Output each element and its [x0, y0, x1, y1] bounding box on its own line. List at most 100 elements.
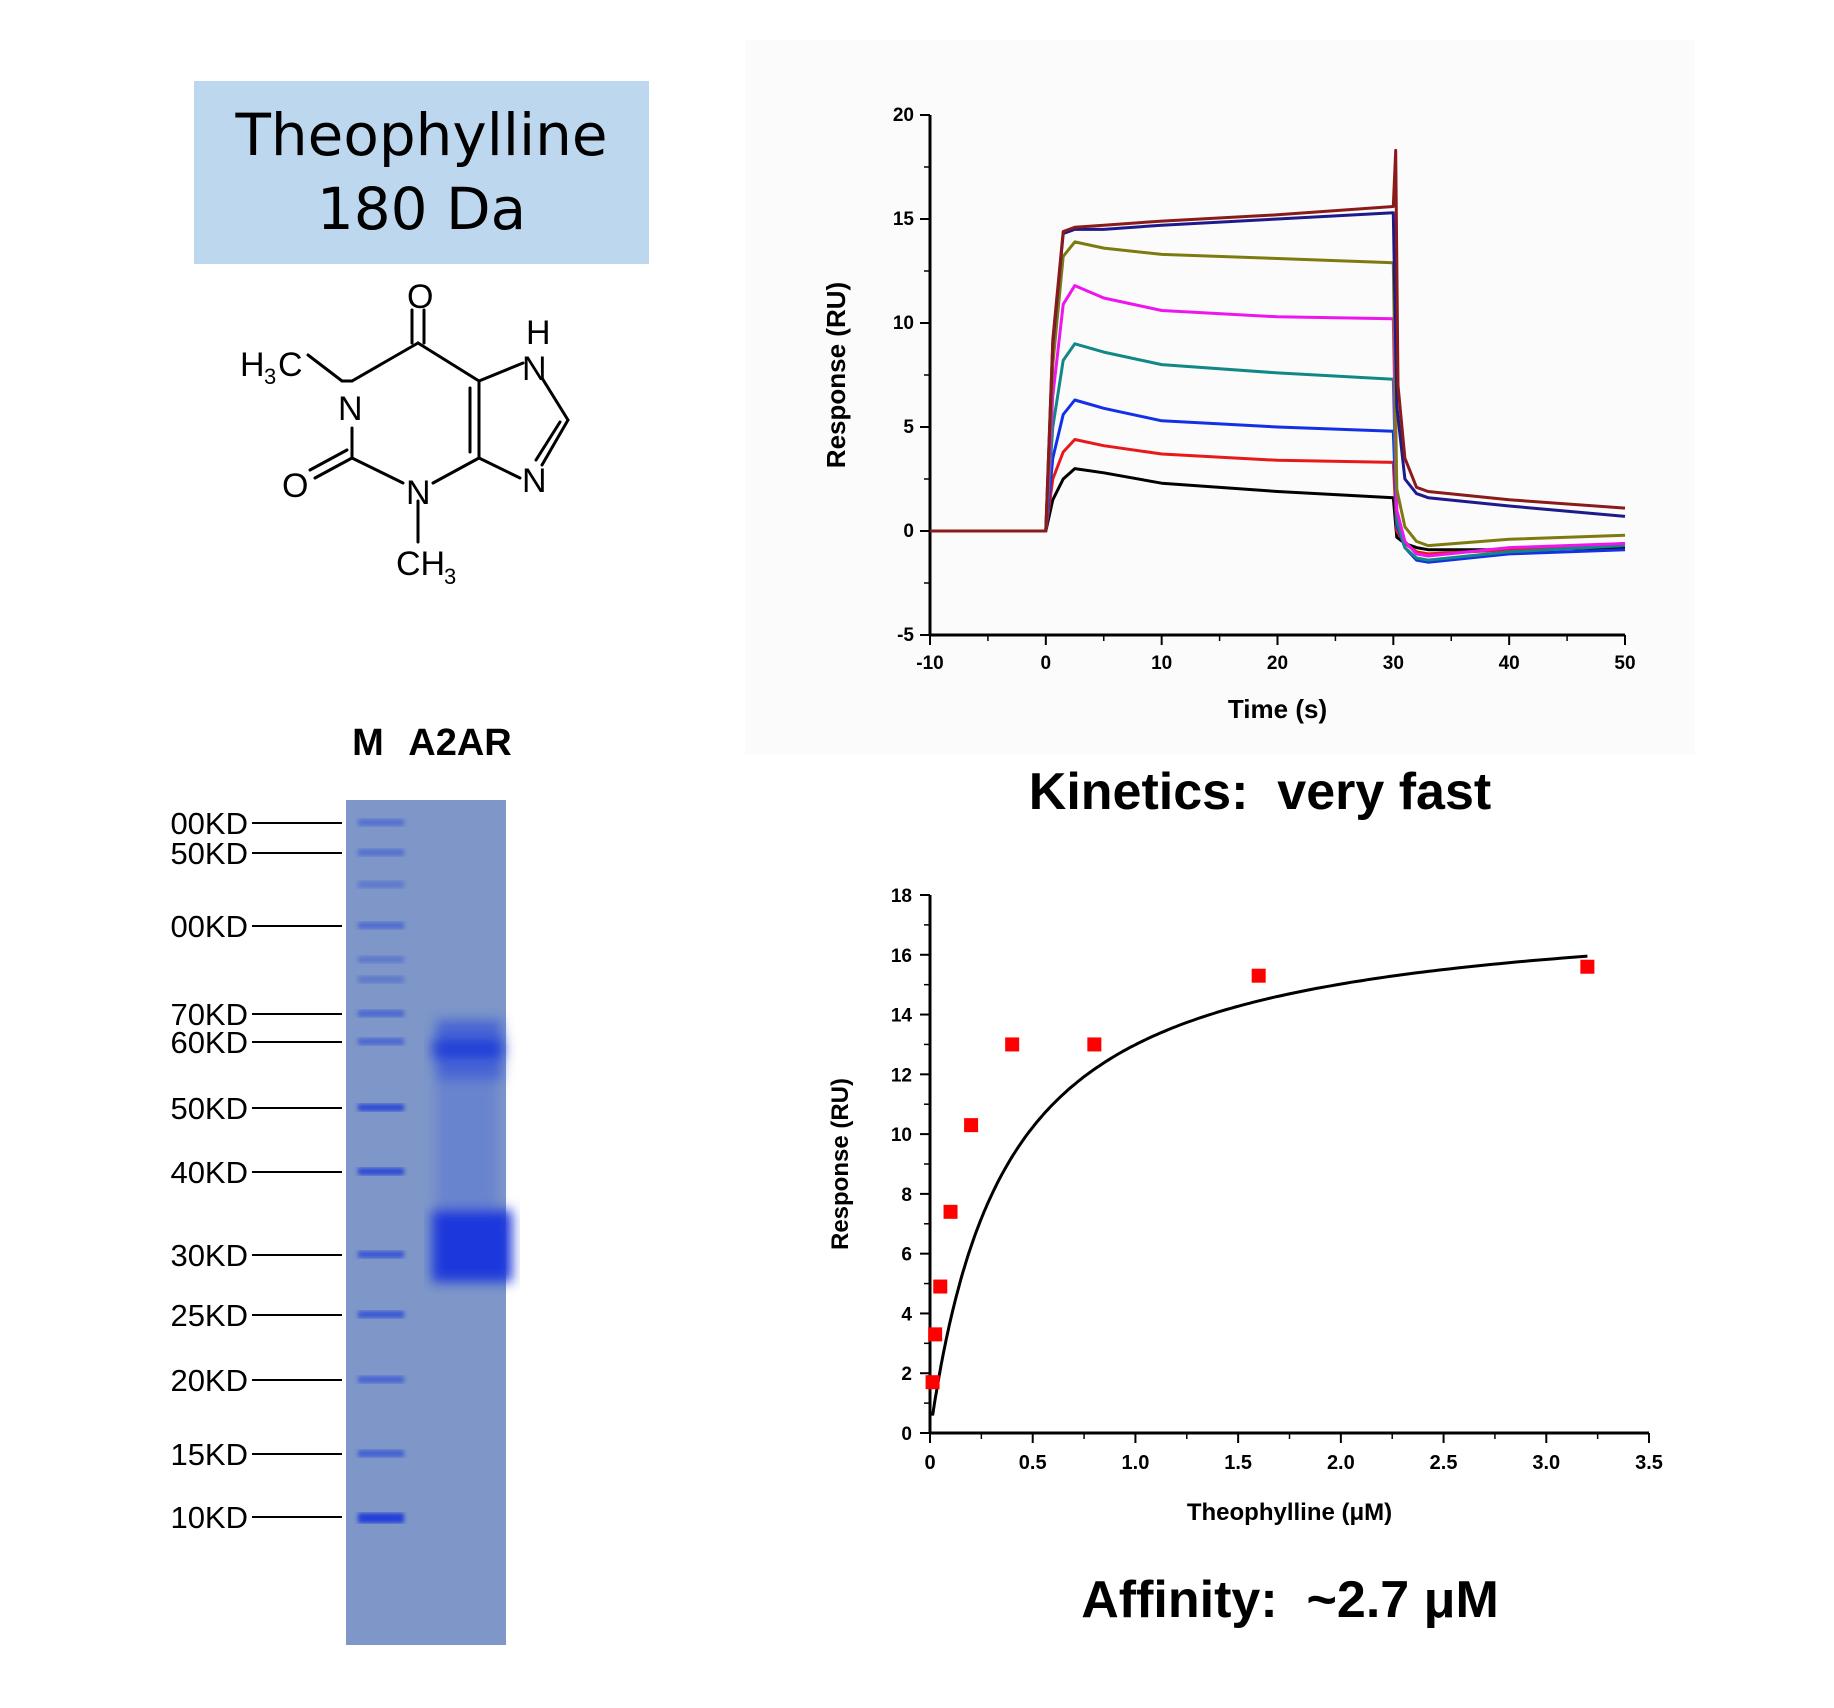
y-tick-label: 20 [893, 105, 914, 126]
y-tick-label: 10 [891, 1125, 912, 1146]
marker-label: 10KD [170, 1500, 248, 1535]
methyl-top-subscript: 3 [264, 364, 276, 389]
lane-label-a2ar: A2AR [408, 722, 511, 764]
kinetics-series-2 [930, 438, 1626, 556]
x-tick-label: 3.5 [1635, 1452, 1663, 1474]
compound-mass: 180 Da [316, 175, 527, 243]
x-tick-label: 0 [924, 1452, 935, 1474]
methyl-bottom-subscript: 3 [444, 564, 456, 589]
kinetics-chart: -10 0 10 20 30 40 50 -5 0 5 10 15 20 Time (s) Response… [745, 40, 1695, 755]
marker-label: 60KD [170, 1025, 248, 1060]
y-tick-label: 2 [901, 1364, 912, 1385]
marker-label: 200KD [170, 806, 248, 841]
ladder-band [358, 976, 404, 983]
x-tick-label: 20 [1267, 653, 1288, 674]
y-tick-label: 5 [903, 417, 914, 438]
n9-label: N [522, 462, 547, 500]
y-tick-label: 6 [901, 1245, 912, 1266]
data-point [1251, 968, 1266, 983]
ladder-band [358, 881, 404, 888]
kinetics-caption: Kinetics: very fast [1028, 763, 1492, 821]
data-point [925, 1375, 940, 1390]
n3-label: N [406, 474, 431, 512]
x-tick-label: 50 [1614, 653, 1635, 674]
marker-label: 150KD [170, 836, 248, 871]
marker-label: 100KD [170, 909, 248, 944]
carbonyl-top-label: O [407, 280, 433, 316]
data-point [964, 1118, 979, 1133]
ladder-band [358, 819, 404, 826]
n7-label: N [522, 350, 547, 388]
carbonyl-left-label: O [282, 467, 308, 505]
kinetics-series-5 [930, 284, 1626, 558]
compound-name: Theophylline [235, 101, 608, 169]
marker-label: 40KD [170, 1155, 248, 1190]
y-tick-label: 14 [891, 1006, 913, 1027]
x-tick-label: 0 [1041, 653, 1052, 674]
y-tick-label: 16 [891, 946, 912, 967]
ladder-band [358, 1450, 404, 1457]
data-point [1580, 959, 1595, 974]
data-point [943, 1204, 958, 1219]
x-tick-label: 30 [1383, 653, 1404, 674]
affinity-caption: Affinity: ~2.7 μM [1081, 1571, 1499, 1629]
n1-label: N [338, 390, 363, 428]
x-tick-label: 1.0 [1122, 1452, 1150, 1474]
marker-label: 20KD [170, 1363, 248, 1398]
compound-title-box: Theophylline 180 Da [194, 81, 649, 264]
x-tick-label: -10 [916, 653, 943, 674]
kinetics-series-6 [930, 240, 1626, 548]
y-tick-label: 8 [901, 1185, 912, 1206]
lane-label-marker: M [352, 722, 384, 764]
x-tick-label: 1.5 [1224, 1452, 1252, 1474]
ladder-band [358, 1311, 404, 1318]
n7-hydrogen-label: H [526, 314, 551, 352]
kinetics-series-1 [930, 467, 1626, 552]
x-tick-label: 0.5 [1019, 1452, 1047, 1474]
kinetics-series-8 [930, 148, 1626, 533]
theophylline-structure: O O N N N H N H 3 C CH 3 [240, 280, 570, 589]
y-tick-label: 4 [901, 1304, 912, 1325]
fit-curve [931, 954, 1588, 1416]
ladder-band [358, 1513, 404, 1523]
y-axis-label: Response (RU) [827, 1078, 854, 1250]
data-point [1005, 1037, 1020, 1052]
ladder-band [358, 1104, 404, 1111]
affinity-chart: 0 0.5 1.0 1.5 2.0 2.5 3.0 3.5 0 2 4 6 8 10 12 14 16 18 The… [827, 886, 1663, 1526]
y-tick-label: 10 [893, 313, 914, 334]
x-tick-label: 2.0 [1327, 1452, 1355, 1474]
y-tick-label: 0 [901, 1424, 912, 1445]
x-axis-label: Time (s) [1228, 694, 1327, 724]
ladder-band [358, 922, 404, 929]
methyl-bottom-label: CH [396, 545, 445, 583]
marker-label: 30KD [170, 1238, 248, 1273]
y-tick-label: -5 [897, 625, 914, 646]
data-point [933, 1279, 948, 1294]
methyl-top-h-label: H [240, 346, 265, 384]
y-tick-label: 0 [903, 521, 914, 542]
x-tick-label: 10 [1151, 653, 1172, 674]
marker-label: 25KD [170, 1298, 248, 1333]
ladder-band [358, 1251, 404, 1258]
y-tick-label: 12 [891, 1065, 912, 1086]
y-axis-label: Response (RU) [821, 282, 851, 468]
ladder-band [358, 956, 404, 963]
ladder-band [358, 849, 404, 856]
data-point [1087, 1037, 1102, 1052]
kinetics-series-4 [930, 342, 1626, 562]
ladder-band [358, 1010, 404, 1017]
ladder-band [358, 1376, 404, 1383]
ladder-band [358, 1038, 404, 1045]
x-tick-label: 2.5 [1430, 1452, 1458, 1474]
y-tick-label: 15 [893, 209, 915, 230]
ladder-band [358, 1168, 404, 1175]
x-tick-label: 3.0 [1532, 1452, 1560, 1474]
a2ar-lane-bands [432, 1020, 512, 1282]
data-point [928, 1327, 943, 1342]
kinetics-series-3 [930, 398, 1626, 564]
marker-label: 50KD [170, 1091, 248, 1126]
y-tick-label: 18 [891, 886, 912, 907]
methyl-top-c-label: C [278, 346, 303, 384]
marker-label: 70KD [170, 997, 248, 1032]
